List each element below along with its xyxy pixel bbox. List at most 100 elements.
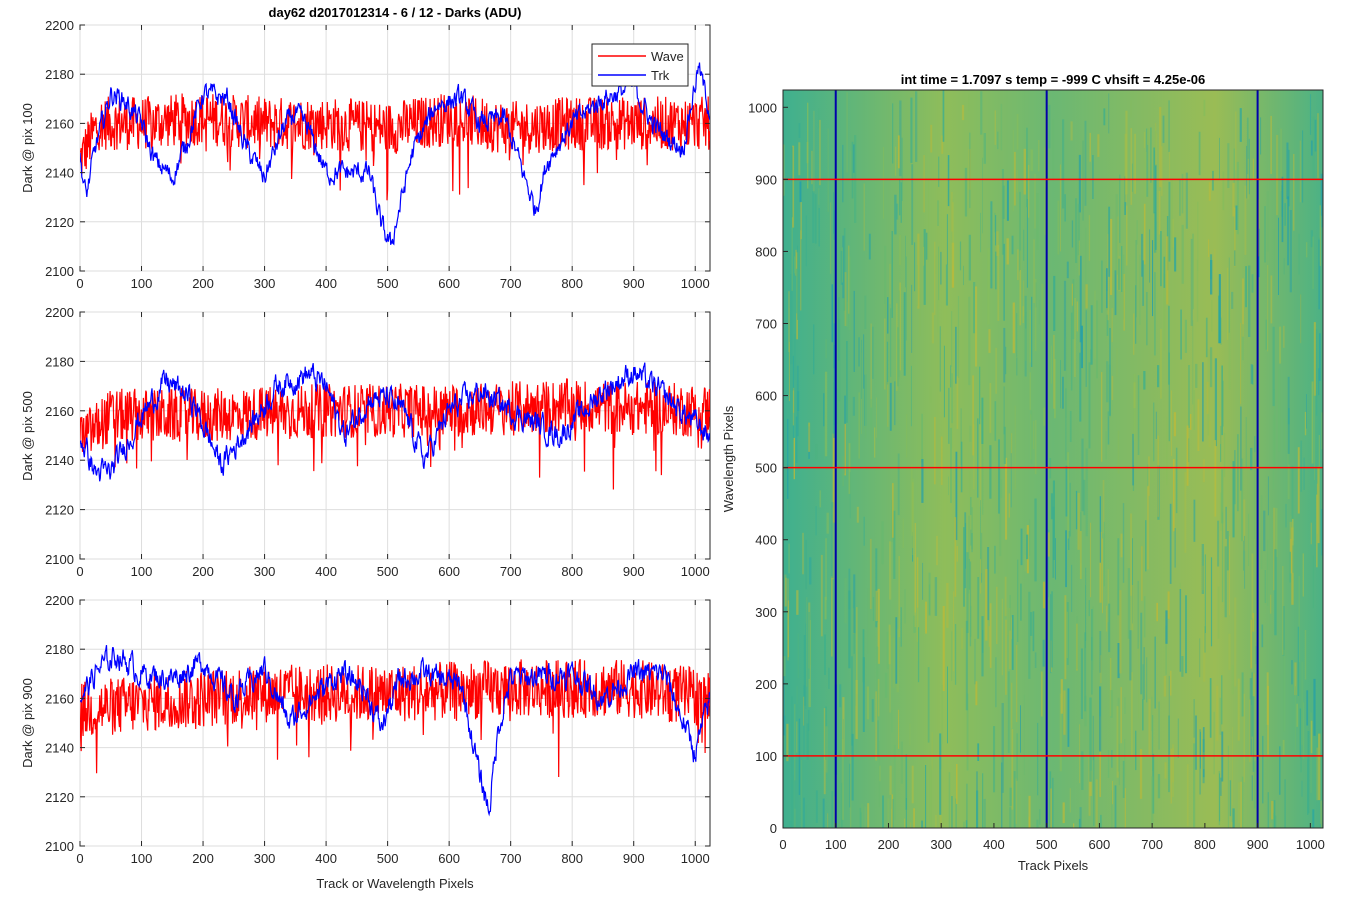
heatmap-streak <box>875 548 878 628</box>
heatmap-streak <box>788 291 790 353</box>
heatmap-streak <box>807 102 809 189</box>
y-tick-label: 2100 <box>45 264 74 279</box>
y-tick-label: 2160 <box>45 116 74 131</box>
heatmap-streak <box>1284 203 1286 226</box>
heatmap-streak <box>1075 490 1078 530</box>
heatmap-streak <box>1216 685 1219 741</box>
heatmap-streak <box>1052 777 1054 828</box>
heatmap-streak <box>963 821 965 828</box>
heatmap-streak <box>1296 703 1298 727</box>
heatmap-streak <box>964 512 967 589</box>
heatmap-streak <box>953 591 954 672</box>
heatmap-streak <box>929 386 932 403</box>
heatmap-streak <box>1157 774 1161 799</box>
heatmap-streak <box>1114 270 1117 316</box>
heatmap-streak <box>895 617 898 684</box>
heatmap-streak <box>1068 531 1070 550</box>
heatmap-streak <box>1131 163 1133 192</box>
heatmap-streak <box>898 709 899 749</box>
heatmap-streak <box>964 167 968 217</box>
heatmap-streak <box>1001 703 1004 793</box>
heatmap-streak <box>1200 731 1201 769</box>
heatmap-streak <box>1154 130 1157 151</box>
heatmap-streak <box>970 529 972 546</box>
heatmap-streak <box>981 397 984 444</box>
heatmap-streak <box>1107 411 1110 445</box>
x-tick-label: 400 <box>315 564 337 579</box>
heatmap-streak <box>1115 194 1118 275</box>
heatmap-streak <box>792 145 795 228</box>
heatmap-streak <box>1161 146 1163 196</box>
heatmap-streak <box>1289 210 1292 293</box>
heatmap-streak <box>1029 519 1031 556</box>
heatmap-streak <box>1070 121 1073 141</box>
heatmap-streak <box>1157 435 1159 517</box>
heatmap-streak <box>877 679 880 717</box>
heatmap-streak <box>784 574 787 607</box>
heatmap-streak <box>788 543 790 574</box>
heatmap-streak <box>1272 326 1275 407</box>
heatmap-streak <box>867 803 870 828</box>
heatmap-streak <box>1279 746 1281 795</box>
heatmap-streak <box>906 414 908 458</box>
heatmap-streak <box>1220 492 1223 531</box>
heatmap-streak <box>877 588 880 664</box>
heatmap-streak <box>831 284 834 343</box>
heatmap-streak <box>794 808 796 828</box>
heatmap-streak <box>934 417 936 485</box>
heatmap-streak <box>848 256 851 331</box>
series-line-trk <box>80 645 710 817</box>
heatmap-streak <box>1034 420 1037 475</box>
heatmap-streak <box>950 365 952 388</box>
heatmap-streak <box>1301 780 1303 797</box>
heatmap-streak <box>975 681 978 706</box>
heatmap-streak <box>1277 128 1279 219</box>
heatmap-streak <box>916 607 919 662</box>
heatmap-streak <box>968 296 971 386</box>
heatmap-streak <box>1199 638 1201 678</box>
heatmap-streak <box>1272 414 1275 490</box>
heatmap-streak <box>954 624 957 685</box>
heatmap-streak <box>823 708 826 795</box>
heatmap-streak <box>1154 212 1157 253</box>
heatmap-streak <box>1273 800 1276 828</box>
y-tick-label: 200 <box>755 677 777 692</box>
heatmap-streak <box>1218 295 1221 344</box>
heatmap-streak <box>848 245 850 314</box>
heatmap-streak <box>915 91 918 162</box>
heatmap-streak <box>1019 206 1020 272</box>
heatmap-streak <box>874 427 876 458</box>
heatmap-streak <box>951 796 953 828</box>
heatmap-streak <box>1214 358 1217 447</box>
heatmap-streak <box>912 478 914 548</box>
heatmap-streak <box>1232 461 1235 538</box>
heatmap-streak <box>1168 715 1170 793</box>
heatmap-streak <box>1248 265 1251 337</box>
heatmap-streak <box>1137 375 1140 455</box>
heatmap-streak <box>1190 238 1193 326</box>
heatmap-streak <box>969 132 971 209</box>
heatmap-streak <box>979 418 981 507</box>
heatmap-streak <box>803 696 805 726</box>
heatmap-streak <box>794 256 796 274</box>
heatmap-streak <box>1082 140 1084 221</box>
x-tick-label: 600 <box>438 851 460 866</box>
heatmap-streak <box>1158 701 1160 750</box>
heatmap-streak <box>1015 778 1017 824</box>
heatmap-streak <box>1241 458 1244 542</box>
heatmap-streak <box>1232 808 1235 828</box>
heatmap-streak <box>803 685 805 755</box>
x-tick-label: 400 <box>315 276 337 291</box>
x-tick-label: 500 <box>1036 837 1058 852</box>
heatmap-streak <box>882 795 884 828</box>
heatmap-streak <box>848 590 851 669</box>
heatmap-streak <box>1006 238 1009 265</box>
heatmap-streak <box>1065 388 1067 461</box>
heatmap-streak <box>785 544 788 578</box>
heatmap-streak <box>1085 284 1088 309</box>
heatmap-streak <box>889 635 891 713</box>
heatmap-streak <box>904 818 906 828</box>
heatmap-streak <box>1135 730 1137 771</box>
heatmap-streak <box>1210 254 1213 280</box>
heatmap-streak <box>1318 333 1321 381</box>
